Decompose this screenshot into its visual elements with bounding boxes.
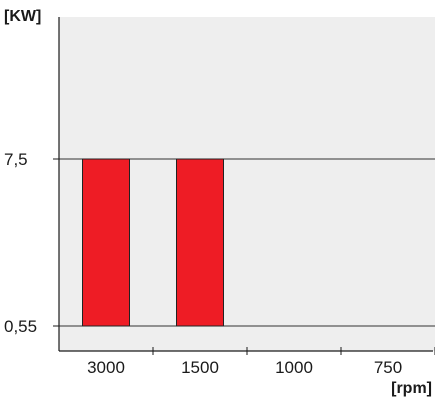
x-tick-label: 3000 [87, 358, 125, 377]
x-axis-label: [rpm] [391, 380, 432, 397]
x-tick-label: 1500 [181, 358, 219, 377]
bar-3000 [82, 158, 130, 327]
y-tick-label: 7,5 [4, 150, 28, 169]
y-ticks: 0,55 7,5 [4, 150, 59, 336]
x-ticks: 3000 1500 1000 750 [87, 347, 435, 377]
y-tick-label: 0,55 [4, 317, 37, 336]
x-tick-label: 1000 [275, 358, 313, 377]
bar-1500 [176, 158, 224, 327]
bars [82, 158, 224, 327]
x-tick-label: 750 [374, 358, 402, 377]
y-axis-label: [KW] [4, 8, 41, 25]
